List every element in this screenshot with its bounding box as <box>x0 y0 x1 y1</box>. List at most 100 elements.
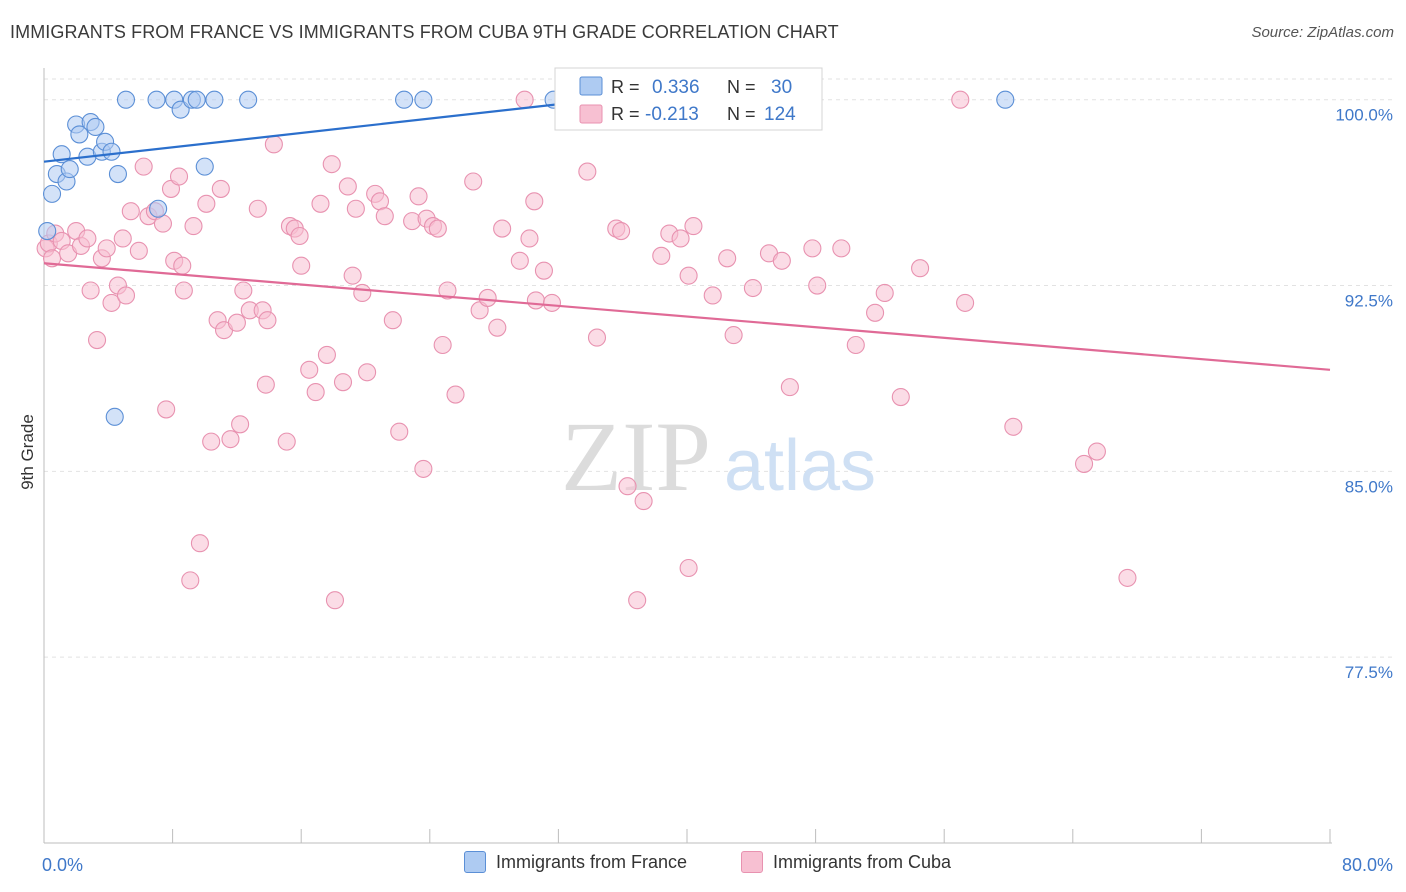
stats-box: R = 0.336 N = 30 R = -0.213 N = 124 <box>554 67 823 131</box>
y-tick-label: 92.5% <box>1345 292 1393 311</box>
cuba-point <box>618 477 637 496</box>
france-point <box>102 142 121 161</box>
y-tick-label: 77.5% <box>1345 663 1393 682</box>
cuba-point <box>526 291 545 310</box>
cuba-point <box>264 135 283 154</box>
cuba-point <box>333 373 353 392</box>
cuba-point <box>102 293 121 312</box>
cuba-point <box>181 571 200 590</box>
stats-swatch-france <box>579 76 603 96</box>
cuba-point <box>488 318 507 337</box>
cuba-point <box>1087 442 1106 461</box>
legend-label-cuba: Immigrants from Cuba <box>773 851 952 872</box>
x-tick-label: 80.0% <box>1342 855 1393 875</box>
cuba-point <box>81 281 100 300</box>
france-point <box>996 90 1015 109</box>
france-point <box>205 90 224 109</box>
y-tick-label: 100.0% <box>1335 106 1393 125</box>
y-axis-label: 9th Grade <box>18 414 37 490</box>
cuba-point <box>866 303 885 322</box>
france-point <box>42 184 62 203</box>
cuba-point <box>493 219 512 238</box>
cuba-point <box>510 251 529 270</box>
france-trend-line <box>43 98 599 163</box>
legend-item-cuba[interactable]: Immigrants from Cuba <box>741 851 951 873</box>
cuba-point <box>258 311 277 330</box>
cuba-point <box>587 328 607 347</box>
watermark-zip: ZIP <box>561 401 711 512</box>
stats-swatch-cuba <box>579 104 603 124</box>
cuba-point <box>428 219 447 238</box>
france-point <box>239 90 258 109</box>
x-tick-label: 0.0% <box>42 855 83 875</box>
cuba-point <box>311 194 330 213</box>
cuba-point <box>116 286 136 305</box>
legend-label-france: Immigrants from France <box>496 851 688 872</box>
cuba-point <box>743 278 762 298</box>
cuba-point <box>231 415 250 434</box>
stats-r-value-france: 0.336 <box>652 77 700 98</box>
cuba-point <box>169 167 189 186</box>
cuba-point <box>724 326 743 345</box>
legend-swatch-cuba <box>741 851 763 873</box>
cuba-point <box>234 281 253 300</box>
cuba-point <box>383 311 402 330</box>
cuba-point <box>300 360 319 379</box>
y-tick-label: 85.0% <box>1345 477 1393 496</box>
france-point <box>195 157 214 176</box>
cuba-point <box>256 375 275 394</box>
cuba-point <box>221 430 240 449</box>
legend-item-france[interactable]: Immigrants from France <box>464 851 687 873</box>
cuba-point <box>780 378 799 397</box>
stats-n-value-cuba: 124 <box>764 104 796 125</box>
cuba-point <box>290 226 309 246</box>
cuba-point <box>211 179 230 198</box>
cuba-point <box>306 383 325 402</box>
france-point <box>60 160 79 179</box>
cuba-point <box>346 199 365 218</box>
cuba-point <box>808 276 827 295</box>
cuba-point <box>542 293 562 312</box>
france-point <box>187 90 206 109</box>
cuba-point <box>515 90 534 109</box>
france-point <box>105 407 124 426</box>
france-point <box>70 125 89 144</box>
cuba-point <box>433 335 452 355</box>
cuba-point <box>190 534 209 553</box>
cuba-point <box>671 229 690 248</box>
cuba-point <box>525 192 544 211</box>
stats-n-label-cuba: N = <box>727 104 756 124</box>
france-point <box>116 90 136 109</box>
cuba-point <box>134 157 153 176</box>
cuba-point <box>951 90 970 109</box>
cuba-point <box>343 266 362 285</box>
cuba-point <box>202 432 221 451</box>
cuba-trend-line <box>43 262 1331 371</box>
cuba-point <box>78 229 97 248</box>
france-point <box>108 165 127 184</box>
cuba-point <box>464 172 483 191</box>
cuba-point <box>174 281 193 300</box>
france-point <box>395 90 414 109</box>
cuba-point <box>703 286 722 305</box>
cuba-point <box>446 385 465 404</box>
cuba-point <box>832 239 851 258</box>
cuba-point <box>875 283 894 303</box>
cuba-point <box>390 422 409 441</box>
cuba-point <box>628 591 647 610</box>
cuba-point <box>338 177 357 196</box>
cuba-point <box>891 387 910 407</box>
cuba-point <box>121 202 140 221</box>
cuba-point <box>292 256 311 275</box>
cuba-point <box>277 432 296 451</box>
cuba-point <box>414 459 433 478</box>
legend-swatch-france <box>464 851 486 873</box>
cuba-point <box>911 259 930 278</box>
cuba-point <box>1004 417 1023 436</box>
cuba-point <box>652 246 671 265</box>
stats-r-label-cuba: R = <box>611 104 640 124</box>
cuba-point <box>173 256 192 275</box>
cuba-point <box>679 266 698 285</box>
cuba-point <box>534 261 553 280</box>
